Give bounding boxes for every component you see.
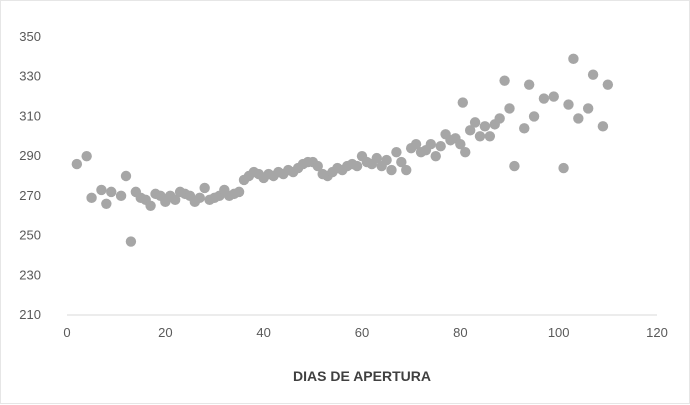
data-point [233,186,245,198]
data-point [71,158,83,170]
data-point [169,194,181,206]
y-tick-label: 230 [19,267,41,282]
x-tick-label: 100 [548,325,570,340]
data-point [391,146,402,158]
data-point [457,97,468,108]
data-point [86,192,97,204]
data-point [494,113,505,124]
data-point [597,121,609,132]
data-point [563,99,574,110]
data-point [548,91,559,102]
data-point [523,79,535,90]
data-point [479,121,491,132]
data-point [145,200,156,211]
data-point [120,170,132,182]
data-point [509,160,520,172]
x-tick-label: 20 [158,325,172,340]
y-tick-label: 270 [19,188,41,203]
x-tick-label: 60 [355,325,369,340]
y-tick-label: 290 [19,148,41,163]
x-axis-title: DIAS DE APERTURA [293,368,431,384]
data-points [71,53,614,247]
data-point [484,131,496,142]
data-point [194,192,205,204]
data-point [538,93,550,104]
data-point [81,150,92,162]
data-point [464,125,476,136]
data-point [199,182,210,194]
data-point [101,198,112,209]
data-point [435,141,446,152]
data-point [106,186,117,198]
data-point [381,154,392,166]
data-point [558,162,569,174]
data-point [401,164,412,176]
y-tick-label: 350 [19,29,41,44]
y-tick-label: 310 [19,108,41,123]
y-axis-ticks: 210 230 250 270 290 310 330 350 [19,29,41,322]
data-point [602,79,614,90]
data-point [587,69,599,80]
data-point [460,146,471,158]
data-point [568,53,579,65]
data-point [125,236,137,247]
data-point [410,139,422,150]
data-point [499,75,510,86]
data-point [582,103,594,114]
data-point [519,123,530,134]
data-point [430,150,441,162]
data-point [425,139,437,150]
data-point [312,160,323,172]
data-point [386,164,397,176]
data-point [371,152,382,164]
data-point [455,139,466,150]
y-tick-label: 330 [19,69,41,84]
y-tick-label: 250 [19,228,41,243]
data-point [396,156,407,168]
data-point [96,184,107,196]
x-axis-ticks: 0 20 40 60 80 100 120 [63,325,667,340]
x-tick-label: 40 [256,325,270,340]
data-point [573,113,584,124]
x-tick-label: 80 [453,325,467,340]
y-tick-label: 210 [19,307,41,322]
data-point [469,117,481,128]
x-tick-label: 0 [63,325,70,340]
data-point [504,103,515,114]
x-tick-label: 120 [646,325,668,340]
data-point [474,131,486,142]
data-point [351,160,363,172]
data-point [528,111,540,122]
data-point [115,190,127,202]
